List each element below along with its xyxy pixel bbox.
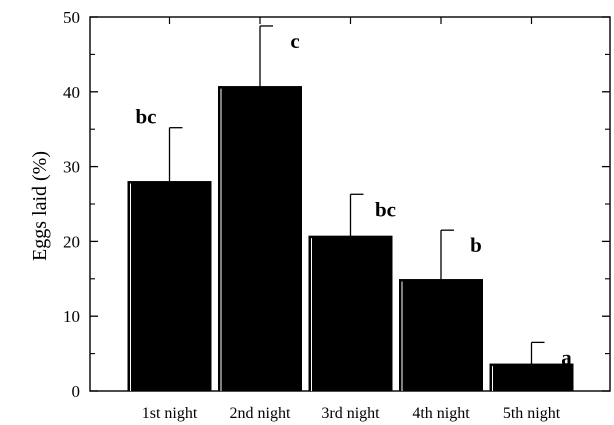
significance-label: bc — [136, 105, 157, 129]
x-category-label: 5th night — [503, 405, 561, 422]
plot-area: 0 10 20 30 40 50 bc 1st night c 2nd night bc 3rd ni… — [63, 8, 611, 422]
y-tick-label: 20 — [63, 232, 80, 251]
bar — [489, 363, 574, 392]
y-tick-label: 0 — [72, 382, 81, 401]
y-tick-label: 10 — [63, 307, 80, 326]
bar — [127, 181, 212, 392]
significance-label: a — [561, 345, 572, 369]
bar — [218, 86, 302, 392]
bar — [399, 279, 483, 392]
x-category-label: 2nd night — [230, 405, 291, 422]
y-axis-title-group: Eggs laid (%) — [29, 151, 51, 261]
significance-label: c — [290, 29, 299, 53]
x-category-label: 1st night — [142, 405, 198, 422]
y-tick-label: 40 — [63, 83, 80, 102]
significance-label: b — [470, 233, 482, 257]
significance-label: bc — [375, 197, 396, 221]
y-tick-label: 30 — [63, 158, 80, 177]
bar — [308, 235, 393, 392]
x-category-label: 4th night — [412, 405, 470, 422]
y-tick-label: 50 — [63, 8, 80, 27]
x-category-label: 3rd night — [321, 405, 380, 422]
y-axis-title: Eggs laid (%) — [29, 151, 51, 261]
